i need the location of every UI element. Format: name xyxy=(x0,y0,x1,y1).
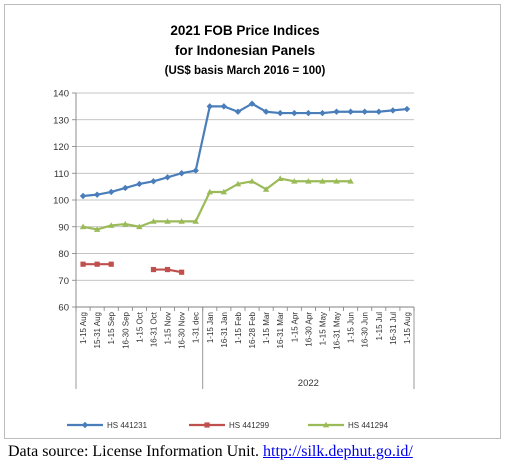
data-point-hs-441294 xyxy=(206,188,213,195)
x-tick-label: 1-15 Oct xyxy=(135,311,144,342)
data-point-hs-441294 xyxy=(333,178,340,184)
x-tick-label: 1-15 Nov xyxy=(164,312,173,344)
y-tick-label: 130 xyxy=(53,115,69,126)
x-tick-label: 1-15 Jul xyxy=(375,312,384,341)
data-source-text: Data source: License Information Unit. xyxy=(8,443,264,460)
data-point-hs-441294 xyxy=(277,175,284,181)
x-tick-label: 1-15 Jan xyxy=(206,312,215,343)
x-tick-label: 1-31 dec xyxy=(192,312,201,343)
x-tick-label: 16-28 Feb xyxy=(248,311,257,348)
data-point-hs-441294 xyxy=(93,226,101,232)
chart-title-line: 2021 FOB Price Indices xyxy=(170,23,319,38)
data-point-hs-441294 xyxy=(136,223,143,230)
data-point-hs-441231 xyxy=(389,107,397,114)
data-point-hs-441294 xyxy=(122,220,129,227)
data-point-hs-441294 xyxy=(319,178,326,184)
data-point-hs-441294 xyxy=(79,223,87,230)
data-point-hs-441231 xyxy=(375,108,382,115)
x-tick-label: 16-30 Sep xyxy=(121,311,130,348)
data-point-hs-441231 xyxy=(79,192,87,200)
data-source-link[interactable]: http://silk.dephut.go.id/ xyxy=(263,443,413,460)
data-point-hs-441294 xyxy=(291,178,298,184)
data-point-hs-441294 xyxy=(305,178,312,184)
data-point-hs-441231 xyxy=(93,191,101,198)
data-point-hs-441231 xyxy=(164,174,171,181)
line-chart: 2021 FOB Price Indices for Indonesian Pan… xyxy=(53,23,415,430)
data-point-hs-441299 xyxy=(108,261,114,267)
x-tick-label: 16-31 May xyxy=(333,312,342,350)
y-tick-label: 60 xyxy=(58,303,69,314)
data-point-hs-441231 xyxy=(291,109,298,117)
data-point-hs-441231 xyxy=(178,170,185,177)
x-tick-label: 16-30 Apr xyxy=(304,312,313,347)
data-point-hs-441231 xyxy=(192,167,199,174)
data-point-hs-441231 xyxy=(262,108,270,115)
data-point-hs-441231 xyxy=(319,109,326,117)
data-point-hs-441294 xyxy=(150,218,157,224)
x-tick-label: 1-15 Sep xyxy=(107,311,116,344)
chart-container: 2021 FOB Price Indices for Indonesian Pan… xyxy=(4,4,501,439)
data-point-hs-441294 xyxy=(164,218,171,224)
data-point-hs-441231 xyxy=(277,109,284,117)
legend-marker-hs-441294 xyxy=(322,421,330,428)
x-tick-label: 16-30 Nov xyxy=(178,312,187,349)
x-tick-label: 16-31 Mar xyxy=(276,312,285,349)
data-point-hs-441231 xyxy=(248,100,256,107)
legend-label-hs-441299: HS 441299 xyxy=(229,421,270,430)
data-point-hs-441231 xyxy=(305,109,312,117)
series-line-hs-441294 xyxy=(82,177,351,231)
y-tick-label: 110 xyxy=(54,169,69,180)
data-point-hs-441231 xyxy=(333,108,340,115)
data-point-hs-441299 xyxy=(80,261,86,267)
data-source-note: Data source: License Information Unit. h… xyxy=(8,443,413,461)
x-tick-label: 1-15 Apr xyxy=(290,312,299,343)
x-tick-label: 1-15 Jun xyxy=(347,312,356,343)
data-point-hs-441294 xyxy=(248,178,256,184)
data-point-hs-441231 xyxy=(136,180,143,188)
x-tick-label: 16-31 Jul xyxy=(389,312,398,345)
y-tick-label: 70 xyxy=(58,276,69,287)
data-point-hs-441299 xyxy=(164,266,171,273)
data-point-hs-441294 xyxy=(108,222,115,228)
y-tick-label: 100 xyxy=(53,196,69,207)
chart-title-line: for Indonesian Panels xyxy=(175,43,315,58)
legend-marker-hs-441299 xyxy=(204,422,210,428)
y-tick-label: 90 xyxy=(58,222,69,233)
x-tick-label: 16-31 Oct xyxy=(149,311,158,347)
x-tick-label: 1-15 Feb xyxy=(234,311,243,344)
year-group-label: 2022 xyxy=(298,378,319,389)
x-tick-label: 1-15 Aug xyxy=(79,312,88,344)
data-point-hs-441294 xyxy=(262,186,270,192)
data-point-hs-441231 xyxy=(361,108,368,115)
legend-marker-hs-441231 xyxy=(81,421,89,429)
data-point-hs-441299 xyxy=(150,266,157,273)
y-tick-label: 120 xyxy=(53,142,69,153)
data-point-hs-441299 xyxy=(179,269,185,275)
legend-label-hs-441231: HS 441231 xyxy=(107,421,148,430)
legend-label-hs-441294: HS 441294 xyxy=(348,421,389,430)
data-point-hs-441231 xyxy=(403,105,411,113)
data-point-hs-441294 xyxy=(178,218,185,224)
y-tick-label: 140 xyxy=(53,89,69,100)
data-point-hs-441294 xyxy=(192,218,199,224)
x-tick-label: 1-15 May xyxy=(318,312,327,345)
data-point-hs-441299 xyxy=(94,261,100,267)
x-tick-label: 1-15 Aug xyxy=(403,312,412,344)
chart-title-line: (US$ basis March 2016 = 100) xyxy=(165,65,326,77)
x-tick-label: 1-15 Mar xyxy=(262,312,271,344)
data-point-hs-441294 xyxy=(220,188,228,195)
x-tick-label: 16-30 Jun xyxy=(361,312,370,348)
x-tick-label: 15-31 Aug xyxy=(93,312,102,348)
data-point-hs-441231 xyxy=(220,103,228,110)
data-point-hs-441231 xyxy=(150,178,157,185)
data-point-hs-441294 xyxy=(347,178,354,184)
data-point-hs-441294 xyxy=(234,180,242,187)
data-point-hs-441231 xyxy=(206,103,213,110)
data-point-hs-441231 xyxy=(122,184,129,192)
y-tick-label: 80 xyxy=(58,249,69,260)
data-point-hs-441231 xyxy=(108,188,115,196)
data-point-hs-441231 xyxy=(234,108,242,115)
x-tick-label: 16-31 Jan xyxy=(220,312,229,348)
data-point-hs-441231 xyxy=(347,108,354,115)
